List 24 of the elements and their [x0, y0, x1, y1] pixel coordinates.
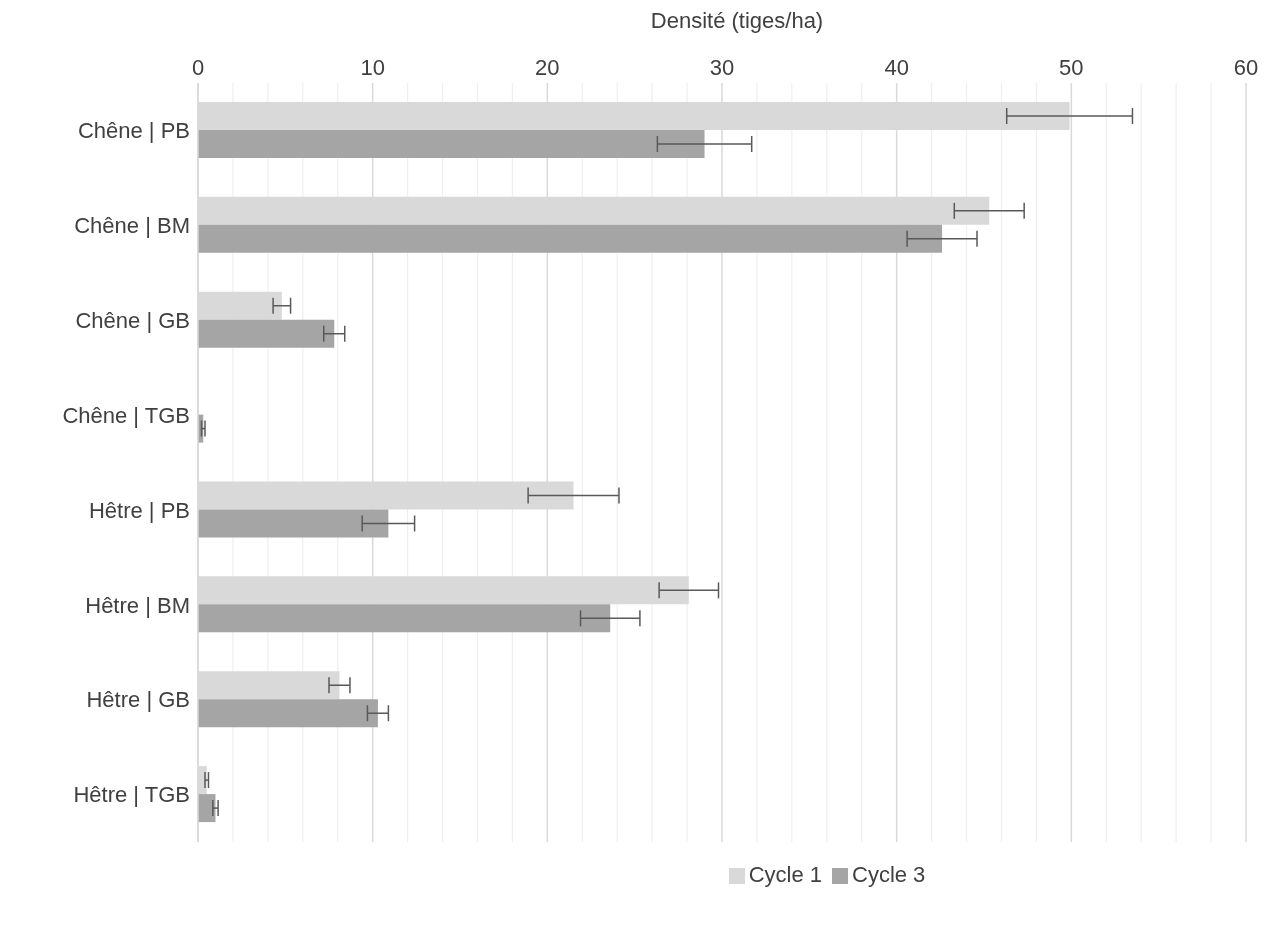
x-tick-label: 40: [884, 55, 909, 80]
x-tick-label: 30: [709, 55, 735, 80]
x-tick-label: 50: [1059, 55, 1084, 80]
bar: [198, 224, 943, 253]
x-axis-title: Densité (tiges/ha): [649, 8, 825, 35]
y-tick-label: Chêne | PB: [77, 118, 190, 144]
x-tick-label: 0: [191, 55, 205, 80]
bar: [198, 604, 611, 633]
y-tick-label: Hêtre | PB: [88, 497, 190, 523]
bar: [198, 509, 389, 538]
x-tick-label: 20: [535, 55, 560, 80]
x-tick-label: 60: [1233, 55, 1259, 80]
y-tick-label: Hêtre | BM: [85, 592, 190, 618]
bar: [198, 319, 335, 348]
y-tick-label: Chêne | TGB: [62, 402, 190, 428]
y-tick-label: Chêne | BM: [74, 213, 190, 239]
bar: [198, 699, 378, 728]
bar: [198, 129, 705, 158]
y-tick-label: Hêtre | TGB: [73, 782, 190, 808]
x-tick-label: 10: [360, 55, 385, 80]
y-tick-label: Hêtre | GB: [86, 687, 190, 713]
legend-label: Cycle 3: [852, 862, 926, 887]
legend-label: Cycle 1: [748, 862, 822, 887]
y-tick-label: Chêne | GB: [75, 308, 190, 333]
